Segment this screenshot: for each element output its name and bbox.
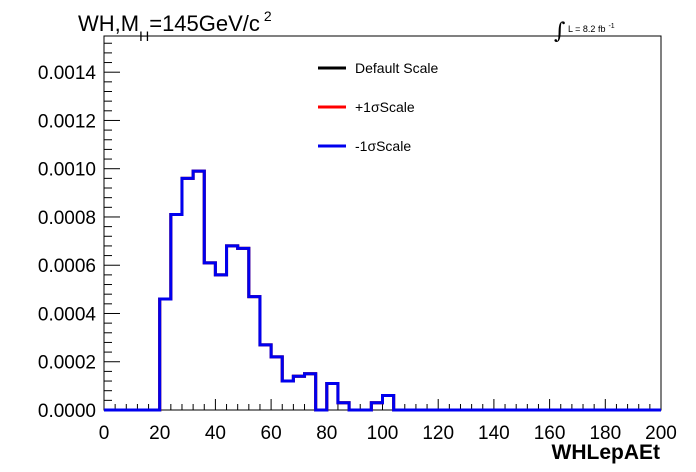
lumi-integral-sign: ∫ (554, 19, 566, 44)
y-tick-label: 0.0010 (38, 160, 96, 181)
axis-tick-labels: 0 20 40 60 80 100 120 140 160 180 200 0.0000 0.0002 0… (38, 63, 677, 444)
series-line-1 (104, 169, 661, 412)
y-tick-label: 0.0012 (38, 111, 96, 132)
y-tick-label: 0.0014 (38, 63, 97, 84)
x-tick-label: 180 (589, 423, 621, 444)
legend: Default Scale +1σScale -1σScale (318, 60, 438, 154)
lumi-label: L = 8.2 fb -1 (568, 23, 615, 34)
lumi-text: L = 8.2 fb (568, 24, 605, 34)
x-tick-label: 120 (422, 423, 454, 444)
title-sup: 2 (264, 8, 272, 24)
title-rest: =145GeV/c (149, 11, 260, 36)
legend-label-minus1sigma: -1σScale (355, 138, 411, 154)
y-tick-label: 0.0000 (38, 401, 96, 422)
title-main: WH,M (78, 11, 139, 36)
x-tick-label: 100 (367, 423, 399, 444)
x-tick-label: 0 (99, 423, 110, 444)
x-tick-label: 60 (261, 423, 282, 444)
series-line-2 (104, 169, 661, 412)
series-layer (104, 169, 661, 412)
y-tick-label: 0.0006 (38, 256, 96, 277)
x-tick-label: 200 (645, 423, 677, 444)
x-tick-label: 160 (534, 423, 566, 444)
series-line-0 (104, 169, 661, 412)
x-tick-label: 40 (205, 423, 226, 444)
y-tick-label: 0.0004 (38, 304, 97, 325)
legend-label-default: Default Scale (355, 60, 438, 76)
x-tick-label: 140 (478, 423, 510, 444)
lumi-sup: -1 (608, 23, 614, 30)
legend-label-plus1sigma: +1σScale (355, 99, 415, 115)
y-tick-label: 0.0008 (38, 208, 96, 229)
x-tick-label: 80 (316, 423, 337, 444)
x-axis-label: WHLepAEt (552, 441, 661, 464)
plot-frame (103, 35, 662, 411)
chart-title: WH,MH=145GeV/c 2 (78, 8, 272, 44)
x-tick-label: 20 (149, 423, 170, 444)
y-tick-label: 0.0002 (38, 353, 96, 374)
